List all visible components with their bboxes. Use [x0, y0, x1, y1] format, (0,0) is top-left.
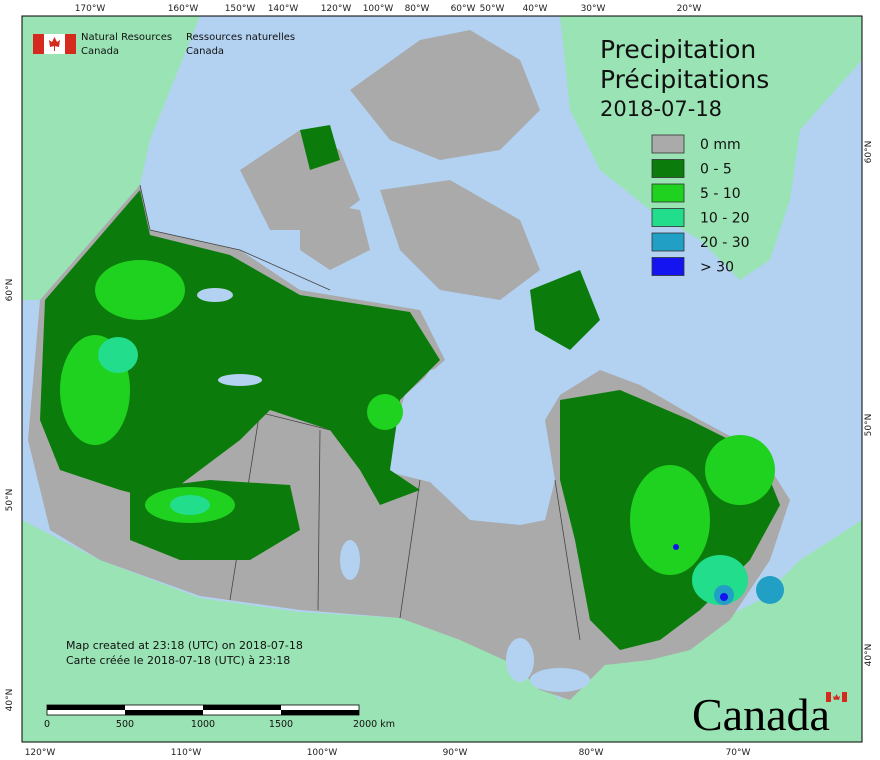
baffin-island: [380, 180, 540, 300]
area-over-30: [673, 544, 679, 550]
top-longitude: 50°W: [480, 4, 505, 14]
area-5-10: [705, 435, 775, 505]
area-over-30: [720, 593, 728, 601]
area-5-10: [95, 260, 185, 320]
map-frame: [21, 15, 863, 743]
area-5-10: [630, 465, 710, 575]
hudson-bay: [410, 360, 548, 510]
scale-label: 1500: [269, 719, 293, 730]
legend-swatch: [651, 134, 685, 154]
bottom-longitude: 70°W: [726, 748, 751, 758]
scale-label: 500: [116, 719, 134, 730]
top-longitude: 30°W: [581, 4, 606, 14]
left-latitude: 50°N: [5, 489, 15, 512]
greenland: [560, 16, 862, 280]
left-latitude: 40°N: [5, 689, 15, 712]
top-longitude: 60°W: [451, 4, 476, 14]
area-20-30: [756, 576, 784, 604]
header-en: Natural Resources: [81, 32, 172, 43]
header-fr: Canada: [186, 46, 224, 57]
top-longitude: 140°W: [268, 4, 299, 14]
right-latitude: 60°N: [864, 141, 874, 164]
bottom-longitude: 100°W: [307, 748, 338, 758]
area-5-10: [367, 394, 403, 430]
left-latitude: 60°N: [5, 279, 15, 302]
alaska: [22, 16, 200, 300]
wordmark: Canada: [692, 689, 830, 740]
scale-label: 0: [44, 719, 50, 730]
footer: Carte créée le 2018-07-18 (UTC) à 23:18: [66, 654, 290, 667]
area-0-5: [300, 125, 340, 170]
top-longitude: 20°W: [677, 4, 702, 14]
legend-label: 0 - 5: [700, 162, 732, 178]
legend: 0 mm 0 - 5 5 - 10 10 - 20 20 - 30 > 30: [651, 134, 750, 276]
united-states: [22, 520, 862, 742]
precipitation-areas: [40, 125, 784, 650]
area-10-20: [98, 337, 138, 373]
arctic-island: [300, 200, 370, 270]
title: Précipitations: [600, 65, 769, 94]
scale-label: 1000: [191, 719, 215, 730]
right-latitude: 40°N: [864, 644, 874, 667]
legend-swatch: [651, 257, 685, 276]
date: 2018-07-18: [600, 97, 722, 121]
scale-label: 2000 km: [353, 719, 395, 730]
graticule-labels: 170°W 160°W 150°W 140°W 120°W 100°W 80°W 60°W 50…: [5, 4, 874, 758]
title: Precipitation: [600, 35, 756, 64]
top-longitude: 80°W: [405, 4, 430, 14]
top-longitude: 120°W: [321, 4, 352, 14]
right-latitude: 50°N: [864, 414, 874, 437]
area-0-5: [530, 270, 600, 350]
scale-labels: 0 500 1000 1500 2000 km: [44, 719, 395, 730]
legend-label: > 30: [700, 260, 734, 276]
top-longitude: 160°W: [168, 4, 199, 14]
bottom-longitude: 120°W: [25, 748, 56, 758]
bottom-longitude: 90°W: [443, 748, 468, 758]
legend-label: 20 - 30: [700, 235, 750, 251]
footer: Map created at 23:18 (UTC) on 2018-07-18: [66, 639, 303, 652]
map-body: [22, 16, 862, 742]
header-fr: Ressources naturelles: [186, 32, 295, 43]
top-longitude: 170°W: [75, 4, 106, 14]
header-en: Canada: [81, 46, 119, 57]
legend-label: 5 - 10: [700, 186, 741, 202]
canada-flag: [33, 34, 76, 54]
bottom-longitude: 80°W: [579, 748, 604, 758]
legend-label: 0 mm: [700, 137, 741, 153]
legend-swatch: [651, 208, 685, 227]
borders: [139, 184, 581, 641]
area-10-20: [692, 555, 748, 605]
top-longitude: 150°W: [225, 4, 256, 14]
legend-swatch: [651, 159, 685, 178]
lakes: [197, 288, 590, 692]
bottom-longitude: 110°W: [171, 748, 202, 758]
arctic-island: [350, 30, 540, 160]
legend-label: 10 - 20: [700, 211, 750, 227]
top-longitude: 40°W: [523, 4, 548, 14]
top-longitude: 100°W: [363, 4, 394, 14]
legend-swatch: [651, 232, 685, 252]
legend-swatch: [651, 183, 685, 203]
scale-bar: [46, 704, 360, 716]
wordmark-flag: [826, 692, 847, 702]
area-10-20: [170, 495, 210, 515]
